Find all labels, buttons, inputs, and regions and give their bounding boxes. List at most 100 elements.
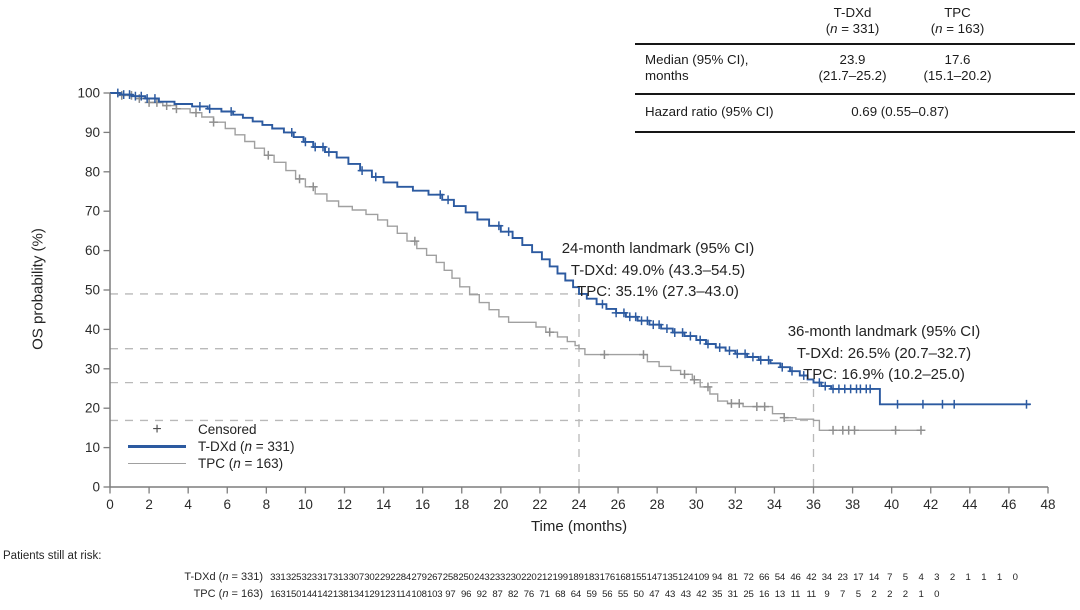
- at-risk-count: 11: [790, 589, 801, 600]
- at-risk-count: 5: [902, 572, 908, 583]
- landmark-24-annotation: 24-month landmark (95% CI) T-DXd: 49.0% …: [562, 238, 755, 303]
- at-risk-count: 1: [981, 572, 987, 583]
- tpc-line-swatch: [128, 462, 186, 465]
- stats-hazard-row: Hazard ratio (95% CI) 0.69 (0.55–0.87): [635, 95, 1075, 133]
- x-tick-label: 30: [689, 497, 704, 512]
- x-axis-title: Time (months): [530, 518, 628, 535]
- at-risk-count: 1: [996, 572, 1003, 583]
- at-risk-count: 134: [348, 589, 365, 600]
- at-risk-count: 325: [285, 572, 302, 583]
- at-risk-count: 124: [678, 572, 694, 583]
- at-risk-count: 220: [521, 572, 537, 583]
- x-tick-label: 4: [184, 497, 192, 512]
- x-tick-label: 40: [884, 497, 899, 512]
- x-tick-label: 42: [923, 497, 938, 512]
- at-risk-count: 87: [492, 589, 503, 600]
- at-risk-count: 43: [664, 589, 676, 600]
- at-risk-count: 307: [348, 572, 365, 583]
- at-risk-count: 35: [711, 589, 723, 600]
- at-risk-count: 25: [743, 589, 754, 600]
- summary-stats-table: T-DXd (n = 331) TPC (n = 163) Median (95…: [635, 2, 1075, 133]
- at-risk-count: 55: [617, 589, 629, 600]
- at-risk-count: 284: [395, 572, 412, 583]
- at-risk-count: 150: [285, 589, 302, 600]
- at-risk-count: 42: [806, 572, 817, 583]
- at-risk-count: 13: [774, 589, 785, 600]
- at-risk-count: 212: [536, 572, 553, 583]
- y-tick-label: 100: [77, 86, 100, 101]
- legend: + Censored T-DXd (n = 331) TPC (n = 163): [127, 421, 294, 472]
- at-risk-count: 82: [508, 589, 519, 600]
- at-risk-count: 155: [630, 572, 647, 583]
- at-risk-count: 2: [887, 589, 893, 600]
- legend-censored-label: Censored: [198, 422, 257, 437]
- at-risk-count: 31: [727, 589, 738, 600]
- hazard-value: 0.69 (0.55–0.87): [851, 104, 949, 119]
- at-risk-count: 163: [270, 589, 286, 600]
- median-tdxd: 23.9 (21.7–25.2): [818, 52, 887, 83]
- x-tick-label: 22: [532, 497, 547, 512]
- at-risk-count: 233: [489, 572, 506, 583]
- y-tick-label: 90: [85, 125, 100, 140]
- at-risk-count: 16: [759, 589, 770, 600]
- at-risk-count: 135: [662, 572, 678, 583]
- stats-header-tdxd: T-DXd (n = 331): [825, 5, 880, 36]
- y-tick-label: 20: [85, 401, 100, 416]
- at-risk-count: 317: [317, 572, 333, 583]
- at-risk-count: 81: [727, 572, 738, 583]
- legend-tdxd-label: T-DXd (n = 331): [198, 439, 295, 454]
- at-risk-count: 279: [411, 572, 427, 583]
- at-risk-count: 0: [934, 589, 940, 600]
- x-tick-label: 48: [1040, 497, 1055, 512]
- at-risk-label-tdxd: T-DXd (n = 331): [184, 571, 263, 583]
- at-risk-count: 138: [332, 589, 349, 600]
- y-tick-label: 0: [92, 480, 100, 495]
- x-tick-label: 18: [454, 497, 469, 512]
- censored-plus-icon: +: [152, 420, 162, 438]
- stats-header-tpc: TPC (n = 163): [930, 5, 985, 36]
- x-tick-label: 32: [728, 497, 743, 512]
- legend-row-tdxd: T-DXd (n = 331): [127, 438, 294, 455]
- landmark-36-title: 36-month landmark (95% CI): [787, 323, 981, 340]
- at-risk-count: 129: [364, 589, 380, 600]
- at-risk-count: 313: [332, 572, 349, 583]
- median-label: Median (95% CI), months: [645, 52, 749, 83]
- at-risk-count: 147: [646, 572, 663, 583]
- x-tick-label: 14: [376, 497, 392, 512]
- at-risk-count: 72: [743, 572, 754, 583]
- landmark-24-tdxd: T-DXd: 49.0% (43.3–54.5): [570, 261, 746, 279]
- at-risk-count: 56: [602, 589, 613, 600]
- at-risk-count: 108: [411, 589, 427, 600]
- at-risk-count: 43: [680, 589, 691, 600]
- at-risk-count: 103: [427, 589, 443, 600]
- x-tick-label: 26: [611, 497, 626, 512]
- at-risk-count: 243: [474, 572, 490, 583]
- at-risk-count: 47: [649, 589, 660, 600]
- at-risk-count: 14: [868, 572, 880, 583]
- at-risk-count: 17: [853, 572, 864, 583]
- at-risk-count: 3: [934, 572, 940, 583]
- at-risk-count: 123: [379, 589, 396, 600]
- x-tick-label: 16: [415, 497, 430, 512]
- landmark-24-title: 24-month landmark (95% CI): [561, 240, 755, 257]
- stats-median-row: Median (95% CI), months 23.9 (21.7–25.2)…: [635, 45, 1075, 95]
- at-risk-count: 1: [965, 572, 971, 583]
- at-risk-label-tpc: TPC (n = 163): [193, 588, 263, 600]
- landmark-36-tdxd: T-DXd: 26.5% (20.7–32.7): [796, 344, 972, 362]
- at-risk-count: 292: [379, 572, 396, 583]
- y-tick-label: 60: [85, 243, 100, 258]
- x-tick-label: 2: [145, 497, 153, 512]
- at-risk-count: 46: [790, 572, 801, 583]
- at-risk-count: 0: [1012, 572, 1018, 583]
- at-risk-count: 9: [824, 589, 830, 600]
- y-tick-label: 10: [85, 440, 100, 455]
- at-risk-count: 183: [583, 572, 600, 583]
- at-risk-count: 2: [871, 589, 877, 600]
- at-risk-count: 71: [539, 589, 550, 600]
- at-risk-count: 267: [427, 572, 443, 583]
- at-risk-row-tpc: TPC (n = 163) 163 150 144 142 138 134 129 123 11…: [0, 588, 945, 600]
- legend-row-tpc: TPC (n = 163): [127, 455, 294, 472]
- at-risk-count: 7: [840, 589, 846, 600]
- at-risk-count: 7: [887, 572, 893, 583]
- at-risk-count: 302: [364, 572, 380, 583]
